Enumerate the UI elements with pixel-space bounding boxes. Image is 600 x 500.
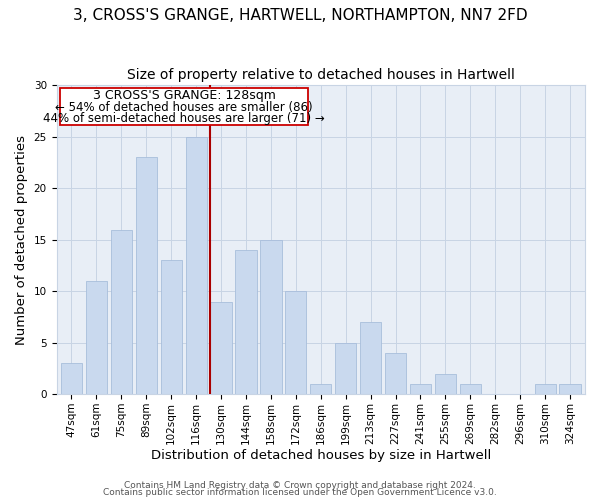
Text: 3 CROSS'S GRANGE: 128sqm: 3 CROSS'S GRANGE: 128sqm [93, 89, 276, 102]
Bar [435, 374, 456, 394]
FancyBboxPatch shape [60, 88, 308, 124]
Bar [360, 322, 381, 394]
X-axis label: Distribution of detached houses by size in Hartwell: Distribution of detached houses by size … [151, 450, 491, 462]
Y-axis label: Number of detached properties: Number of detached properties [15, 135, 28, 345]
Bar [385, 353, 406, 394]
Text: Contains HM Land Registry data © Crown copyright and database right 2024.: Contains HM Land Registry data © Crown c… [124, 480, 476, 490]
Bar [535, 384, 556, 394]
Bar [559, 384, 581, 394]
Bar [310, 384, 331, 394]
Text: Contains public sector information licensed under the Open Government Licence v3: Contains public sector information licen… [103, 488, 497, 497]
Text: 44% of semi-detached houses are larger (71) →: 44% of semi-detached houses are larger (… [43, 112, 325, 125]
Bar [460, 384, 481, 394]
Bar [211, 302, 232, 394]
Title: Size of property relative to detached houses in Hartwell: Size of property relative to detached ho… [127, 68, 515, 82]
Text: ← 54% of detached houses are smaller (86): ← 54% of detached houses are smaller (86… [55, 100, 313, 114]
Bar [161, 260, 182, 394]
Bar [285, 292, 307, 394]
Bar [61, 364, 82, 394]
Bar [260, 240, 281, 394]
Bar [86, 281, 107, 394]
Bar [136, 158, 157, 394]
Bar [410, 384, 431, 394]
Bar [335, 342, 356, 394]
Bar [185, 137, 207, 394]
Text: 3, CROSS'S GRANGE, HARTWELL, NORTHAMPTON, NN7 2FD: 3, CROSS'S GRANGE, HARTWELL, NORTHAMPTON… [73, 8, 527, 22]
Bar [111, 230, 132, 394]
Bar [235, 250, 257, 394]
